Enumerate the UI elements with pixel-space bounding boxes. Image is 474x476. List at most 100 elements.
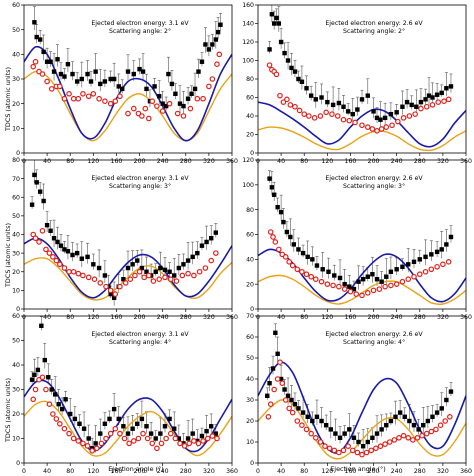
exp-square-point bbox=[125, 265, 131, 271]
y-tick-label: 70 bbox=[246, 313, 254, 320]
exp-circle-point bbox=[435, 99, 442, 105]
exp-square-point bbox=[160, 101, 165, 106]
exp-circle-point bbox=[364, 124, 371, 130]
energy-annotation: Ejected electron energy: 2.6 eV bbox=[325, 175, 423, 182]
exp-square-point bbox=[63, 397, 68, 402]
exp-circle-point bbox=[149, 440, 156, 447]
exp-square-point bbox=[58, 71, 64, 77]
x-tick-label: 120 bbox=[87, 468, 99, 475]
x-tick-label: 40 bbox=[277, 314, 285, 321]
y-tick-label: 40 bbox=[12, 232, 20, 239]
exp-square-point bbox=[162, 267, 168, 273]
exp-circle-point bbox=[191, 272, 197, 279]
exp-circle-point bbox=[130, 438, 137, 444]
y-tick-label: 50 bbox=[12, 27, 20, 34]
exp-square-point bbox=[276, 21, 281, 26]
exp-square-point bbox=[116, 84, 121, 89]
exp-circle-point bbox=[32, 58, 39, 65]
exp-square-point bbox=[356, 279, 361, 284]
exp-square-point bbox=[305, 254, 310, 260]
exp-circle-point bbox=[121, 435, 128, 442]
x-tick-label: 120 bbox=[321, 468, 333, 475]
exp-square-point bbox=[314, 414, 320, 419]
exp-square-point bbox=[77, 421, 82, 426]
exp-square-point bbox=[153, 436, 158, 441]
exp-circle-point bbox=[70, 95, 77, 102]
exp-circle-point bbox=[411, 273, 417, 280]
exp-circle-point bbox=[179, 272, 186, 279]
exp-square-point bbox=[153, 269, 158, 274]
exp-square-point bbox=[382, 115, 388, 121]
exp-circle-point bbox=[107, 100, 114, 107]
exp-square-point bbox=[189, 91, 194, 96]
exp-square-point bbox=[125, 431, 131, 436]
exp-circle-point bbox=[180, 113, 187, 119]
exp-square-point bbox=[111, 76, 117, 82]
exp-circle-point bbox=[89, 447, 95, 454]
exp-square-point bbox=[213, 230, 219, 235]
exp-circle-point bbox=[46, 401, 53, 408]
exp-circle-point bbox=[173, 278, 180, 284]
exp-square-point bbox=[281, 219, 286, 225]
exp-circle-point bbox=[272, 239, 279, 245]
exp-square-point bbox=[185, 436, 191, 441]
exp-circle-point bbox=[437, 422, 444, 429]
exp-square-point bbox=[411, 259, 417, 265]
exp-square-point bbox=[270, 366, 276, 371]
exp-circle-point bbox=[209, 433, 216, 439]
y-tick-label: 60 bbox=[12, 313, 20, 320]
y-tick-label: 20 bbox=[12, 411, 20, 418]
y-tick-label: 10 bbox=[12, 288, 20, 295]
x-tick-label: 280 bbox=[180, 314, 192, 321]
panel-frame bbox=[257, 4, 467, 154]
exp-square-point bbox=[62, 74, 67, 79]
exp-circle-point bbox=[135, 435, 142, 442]
exp-square-point bbox=[325, 99, 330, 105]
exp-square-point bbox=[310, 257, 315, 262]
exp-square-point bbox=[282, 50, 287, 56]
angle-annotation: Scattering angle: 3° bbox=[109, 182, 171, 190]
x-tick-label: 240 bbox=[157, 468, 169, 475]
exp-circle-point bbox=[112, 291, 119, 297]
exp-square-point bbox=[439, 90, 444, 96]
y-tick-label: 140 bbox=[242, 21, 254, 28]
exp-circle-point bbox=[97, 280, 104, 286]
x-tick-label: 80 bbox=[300, 158, 308, 165]
plot-area bbox=[24, 160, 232, 306]
exp-square-point bbox=[172, 273, 177, 278]
exp-square-point bbox=[393, 414, 398, 419]
x-tick-label: 160 bbox=[111, 468, 123, 475]
x-tick-label: 160 bbox=[345, 468, 357, 475]
x-tick-label: 120 bbox=[321, 314, 333, 321]
y-tick-label: 60 bbox=[246, 95, 254, 102]
exp-square-point bbox=[448, 234, 454, 240]
exp-square-point bbox=[267, 381, 272, 386]
exp-square-point bbox=[108, 291, 113, 297]
exp-circle-point bbox=[194, 95, 201, 102]
y-tick-label: 20 bbox=[12, 101, 20, 108]
x-tick-label: 40 bbox=[277, 158, 285, 165]
x-tick-label: 40 bbox=[277, 468, 285, 475]
y-tick-label: 20 bbox=[12, 269, 20, 276]
exp-square-point bbox=[296, 406, 301, 411]
x-tick-label: 240 bbox=[391, 158, 403, 165]
exp-square-point bbox=[32, 372, 37, 377]
exp-square-point bbox=[370, 272, 375, 277]
exp-circle-point bbox=[317, 439, 324, 445]
exp-square-point bbox=[176, 436, 182, 441]
exp-circle-point bbox=[393, 281, 400, 287]
exp-circle-point bbox=[209, 76, 216, 82]
exp-square-point bbox=[439, 406, 444, 411]
x-axis-label: Ejection angle (°) bbox=[108, 465, 163, 473]
y-tick-label: 70 bbox=[12, 176, 20, 183]
exp-square-point bbox=[209, 236, 214, 241]
exp-circle-point bbox=[185, 270, 191, 277]
panel-frame bbox=[23, 4, 233, 154]
plot-area bbox=[258, 5, 466, 152]
exp-square-point bbox=[304, 86, 309, 91]
exp-square-point bbox=[148, 431, 154, 436]
x-tick-label: 240 bbox=[157, 314, 169, 321]
exp-square-point bbox=[434, 249, 440, 255]
exp-circle-point bbox=[274, 376, 281, 382]
exp-circle-point bbox=[214, 435, 220, 442]
